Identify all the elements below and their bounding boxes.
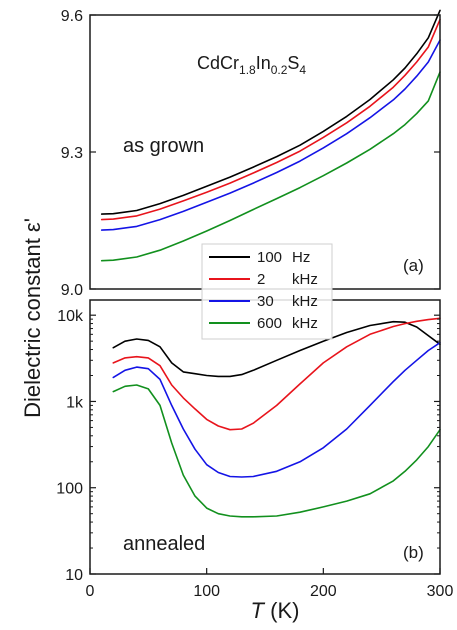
y-tick-label-a-2: 9.6: [61, 8, 83, 25]
series-line-b-2: [112, 341, 441, 478]
legend-entries: 100 Hz 2 kHz 30 kHz 600 kHz: [209, 249, 318, 332]
y-tick-label-b-3: 10k: [57, 308, 84, 325]
x-axis-title: T (K): [251, 598, 300, 623]
panel-a-annotation: as grown: [123, 135, 204, 157]
panel-b-y-ticks: 10 100 1k 10k: [56, 308, 440, 584]
x-tick-label-0: 0: [86, 583, 95, 600]
x-tick-label-3: 300: [427, 583, 454, 600]
panel-a-y-ticks: 9.0 9.3 9.6: [61, 8, 440, 299]
series-line-a-1: [100, 18, 441, 221]
panel-a: 9.0 9.3 9.6 CdCr1.8In0.2S4 as grown (a): [61, 8, 441, 299]
panel-a-label: (a): [403, 256, 424, 275]
y-tick-label-b-1: 100: [56, 481, 83, 498]
legend-value-1: 2: [257, 271, 265, 288]
panel-b-curves: [112, 317, 441, 518]
panel-b-x-ticks: 0 100 200 300: [86, 568, 454, 600]
panel-a-curves: [100, 9, 441, 262]
panel-b-annotation: annealed: [123, 533, 205, 555]
legend-value-3: 600: [257, 315, 282, 332]
legend-value-0: 100: [257, 249, 282, 266]
series-line-a-2: [100, 39, 441, 231]
panel-b-label: (b): [403, 543, 424, 562]
x-tick-label-1: 100: [193, 583, 220, 600]
legend-unit-1: kHz: [292, 271, 318, 288]
legend-unit-0: Hz: [292, 249, 310, 266]
x-tick-label-2: 200: [310, 583, 337, 600]
series-line-b-0: [112, 320, 441, 378]
y-tick-label-b-2: 1k: [66, 394, 84, 411]
y-tick-label-b-0: 10: [65, 567, 83, 584]
panel-a-formula: CdCr1.8In0.2S4: [197, 53, 306, 77]
legend-value-2: 30: [257, 293, 274, 310]
legend: 100 Hz 2 kHz 30 kHz 600 kHz: [201, 243, 333, 340]
series-line-a-0: [100, 9, 441, 215]
legend-unit-3: kHz: [292, 315, 318, 332]
x-axis-title-symbol: T: [251, 598, 266, 623]
y-tick-label-a-1: 9.3: [61, 145, 83, 162]
series-line-a-3: [100, 71, 441, 262]
y-axis-title: Dielectric constant ε': [20, 218, 45, 418]
series-line-b-3: [112, 384, 441, 518]
y-tick-label-a-0: 9.0: [61, 282, 83, 299]
x-axis-title-unit: (K): [264, 598, 299, 623]
series-line-b-1: [112, 317, 441, 431]
panel-b: 10 100 1k 10k 0 100 200 300 annealed (b): [56, 299, 454, 600]
legend-unit-2: kHz: [292, 293, 318, 310]
